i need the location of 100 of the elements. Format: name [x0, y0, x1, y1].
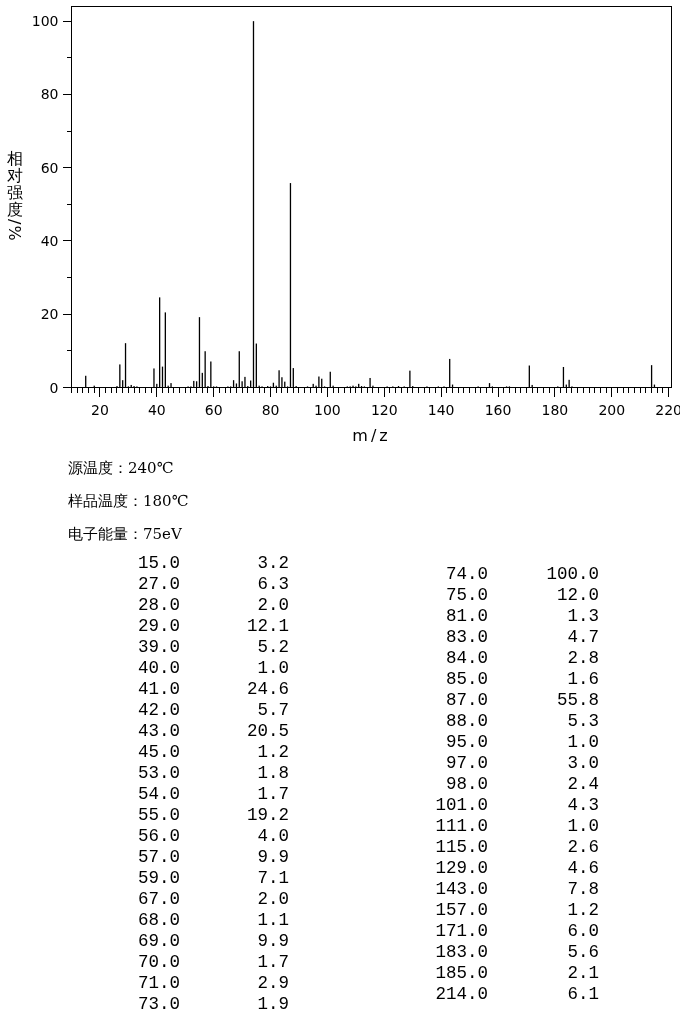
- data-label: 6.3: [257, 574, 289, 594]
- category-label: 15.0: [137, 553, 180, 573]
- text: 源温度：240℃: [68, 459, 174, 477]
- data-label: 1.1: [257, 910, 289, 930]
- category-label: 59.0: [137, 868, 180, 888]
- category-label: 87.0: [445, 689, 488, 710]
- data-label: 1.3: [567, 605, 599, 626]
- category-label: 56.0: [137, 826, 180, 846]
- category-label: 185.0: [435, 962, 488, 983]
- data-label: 7.1: [257, 868, 289, 888]
- category-label: 55.0: [137, 805, 180, 825]
- x-tick-label: 160: [484, 401, 512, 418]
- y-tick-label: 60: [40, 159, 59, 176]
- x-tick-label: 180: [541, 401, 569, 418]
- category-label: 70.0: [137, 952, 180, 972]
- data-label: 1.8: [257, 763, 289, 783]
- x-tick-label: 140: [427, 401, 455, 418]
- category-label: 183.0: [435, 941, 488, 962]
- data-label: 1.2: [257, 742, 289, 762]
- x-tick-label: 40: [147, 401, 166, 418]
- x-tick-label: 200: [598, 401, 626, 418]
- category-label: 67.0: [137, 889, 180, 909]
- category-label: 171.0: [435, 920, 488, 941]
- category-label: 97.0: [445, 752, 488, 773]
- data-label: 1.0: [567, 815, 599, 836]
- category-label: 111.0: [435, 815, 488, 836]
- data-label: 20.5: [246, 721, 289, 741]
- category-label: 69.0: [137, 931, 180, 951]
- category-label: 214.0: [435, 983, 488, 1004]
- x-axis-title: m/z: [352, 426, 391, 445]
- y-tick-label: 40: [40, 232, 59, 249]
- data-label: 1.0: [257, 658, 289, 678]
- category-label: 75.0: [445, 584, 488, 605]
- category-label: 57.0: [137, 847, 180, 867]
- category-label: 42.0: [137, 700, 180, 720]
- data-label: 1.9: [257, 994, 289, 1014]
- y-tick-label: 20: [40, 306, 59, 323]
- category-label: 43.0: [137, 721, 180, 741]
- category-label: 98.0: [445, 773, 488, 794]
- category-label: 39.0: [137, 637, 180, 657]
- y-axis-title: 相对强度/%: [5, 148, 25, 241]
- x-tick-label: 120: [370, 401, 398, 418]
- category-label: 53.0: [137, 763, 180, 783]
- category-label: 27.0: [137, 574, 180, 594]
- data-label: 1.7: [257, 784, 289, 804]
- data-label: 2.0: [257, 889, 289, 909]
- data-label: 1.0: [567, 731, 599, 752]
- data-label: 3.2: [257, 553, 289, 573]
- data-label: 2.4: [567, 773, 599, 794]
- data-label: 6.1: [567, 983, 599, 1004]
- data-label: 1.2: [567, 899, 599, 920]
- data-label: 2.9: [257, 973, 289, 993]
- data-label: 1.6: [567, 668, 599, 689]
- data-label: 12.1: [246, 616, 289, 636]
- category-label: 73.0: [137, 994, 180, 1014]
- category-label: 84.0: [445, 647, 488, 668]
- data-label: 2.6: [567, 836, 599, 857]
- data-label: 2.1: [567, 962, 599, 983]
- category-label: 71.0: [137, 973, 180, 993]
- y-tick-label: 0: [49, 379, 59, 396]
- data-label: 4.3: [567, 794, 599, 815]
- data-label: 4.0: [257, 826, 289, 846]
- data-label: 9.9: [257, 931, 289, 951]
- y-tick-label: 100: [31, 13, 59, 30]
- category-label: 81.0: [445, 605, 488, 626]
- category-label: 143.0: [435, 878, 488, 899]
- category-label: 129.0: [435, 857, 488, 878]
- data-label: 12.0: [556, 584, 599, 605]
- category-label: 28.0: [137, 595, 180, 615]
- category-label: 74.0: [445, 563, 488, 584]
- data-label: 3.0: [567, 752, 599, 773]
- category-label: 95.0: [445, 731, 488, 752]
- data-label: 19.2: [246, 805, 289, 825]
- data-label: 100.0: [546, 563, 599, 584]
- category-label: 41.0: [137, 679, 180, 699]
- x-tick-label: 80: [261, 401, 280, 418]
- category-label: 115.0: [435, 836, 488, 857]
- data-label: 1.7: [257, 952, 289, 972]
- category-label: 40.0: [137, 658, 180, 678]
- data-label: 5.7: [257, 700, 289, 720]
- x-tick-label: 100: [314, 401, 341, 418]
- data-label: 9.9: [257, 847, 289, 867]
- category-label: 157.0: [435, 899, 488, 920]
- data-label: 6.0: [567, 920, 599, 941]
- data-label: 4.7: [567, 626, 599, 647]
- x-tick-label: 20: [91, 401, 109, 418]
- category-label: 88.0: [445, 710, 488, 731]
- y-tick-label: 80: [40, 86, 59, 103]
- data-label: 5.3: [567, 710, 599, 731]
- category-label: 54.0: [137, 784, 180, 804]
- data-label: 5.6: [567, 941, 599, 962]
- category-label: 85.0: [445, 668, 488, 689]
- x-tick-label: 60: [204, 401, 223, 418]
- data-label: 55.8: [556, 689, 599, 710]
- data-label: 2.8: [567, 647, 599, 668]
- text: 电子能量：75eV: [68, 525, 183, 543]
- category-label: 45.0: [137, 742, 180, 762]
- data-label: 5.2: [257, 637, 289, 657]
- category-label: 29.0: [137, 616, 180, 636]
- category-label: 101.0: [435, 794, 488, 815]
